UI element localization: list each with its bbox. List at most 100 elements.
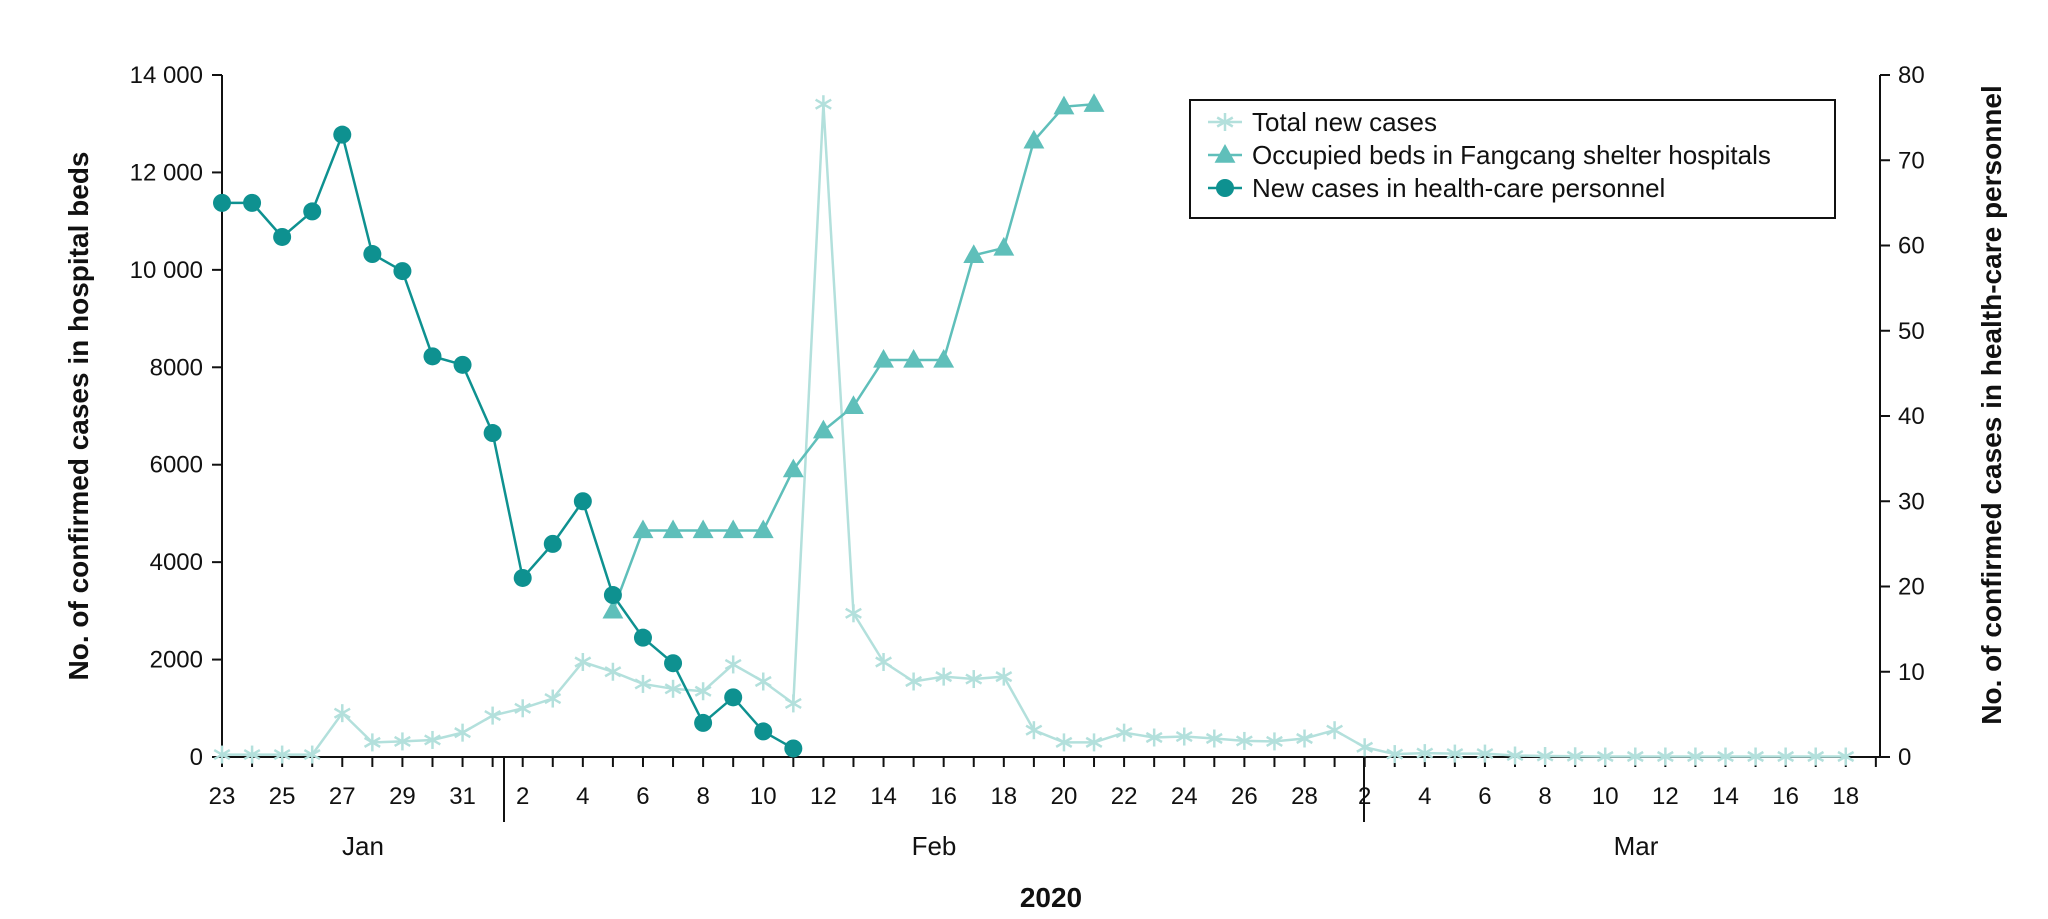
data-point [423, 347, 442, 366]
x-tick-label: 23 [209, 783, 236, 810]
data-point [933, 348, 955, 368]
data-point [1506, 746, 1524, 765]
data-point [1053, 95, 1075, 115]
x-tick-label: 10 [1592, 783, 1619, 810]
series-2 [213, 125, 803, 758]
x-tick-label: 26 [1231, 783, 1258, 810]
data-point [1656, 747, 1674, 766]
data-point [965, 670, 983, 689]
data-point [633, 628, 652, 647]
data-point [1566, 747, 1584, 766]
data-point [1747, 747, 1764, 766]
x-axis-title: 2020 [1020, 882, 1082, 913]
x-tick-label: 14 [1712, 783, 1739, 810]
data-point [1717, 747, 1734, 766]
legend-marker [1214, 144, 1236, 163]
x-tick-label: 20 [1051, 783, 1078, 810]
data-point [303, 202, 322, 221]
data-point [724, 655, 742, 674]
data-point [1687, 747, 1704, 766]
data-point [1326, 721, 1344, 740]
left-y-tick-label: 6000 [150, 452, 203, 479]
x-tick-label: 27 [329, 783, 356, 810]
x-tick-label: 29 [389, 783, 416, 810]
series-line [611, 102, 1095, 612]
data-point [993, 236, 1015, 256]
x-tick-label: 31 [449, 783, 476, 810]
data-point [273, 227, 292, 246]
data-point [1083, 93, 1105, 112]
x-tick-label: 12 [1652, 783, 1679, 810]
data-point [1023, 129, 1045, 149]
data-point [1115, 723, 1133, 742]
month-label-mar: Mar [1614, 831, 1659, 861]
data-point [754, 722, 773, 741]
x-tick-label: 16 [1772, 783, 1799, 810]
x-tick-label: 2 [516, 783, 529, 810]
x-tick-label: 22 [1111, 783, 1138, 810]
right-y-tick-label: 70 [1898, 147, 1925, 174]
data-point [544, 689, 562, 708]
x-tick-label: 16 [930, 783, 957, 810]
series-line [222, 130, 794, 750]
data-point [1356, 738, 1374, 757]
data-point [782, 458, 804, 478]
data-point [905, 672, 923, 691]
x-tick-label: 8 [696, 783, 709, 810]
x-tick-label: 18 [1832, 783, 1859, 810]
left-y-tick-label: 14 000 [130, 62, 203, 89]
data-point [843, 395, 864, 414]
data-point [1175, 727, 1193, 746]
x-tick-label: 10 [750, 783, 777, 810]
left-y-tick-label: 12 000 [130, 159, 203, 186]
right-y-tick-label: 30 [1898, 488, 1925, 515]
legend-label: Occupied beds in Fangcang shelter hospit… [1252, 140, 1771, 170]
data-point [1626, 747, 1644, 766]
month-label-jan: Jan [342, 831, 384, 861]
series [213, 93, 1855, 766]
data-point [424, 730, 441, 749]
left-y-tick-label: 0 [190, 744, 203, 771]
data-point [812, 419, 834, 439]
data-point [1025, 721, 1043, 740]
left-y-tick-label: 2000 [150, 647, 203, 674]
data-point [363, 245, 382, 264]
data-point [603, 586, 622, 605]
data-point [724, 688, 743, 707]
data-point [664, 679, 682, 698]
right-y-tick-label: 0 [1898, 744, 1911, 771]
data-point [694, 682, 712, 701]
data-point [333, 125, 352, 144]
x-tick-label: 14 [870, 783, 897, 810]
data-point [213, 193, 231, 212]
data-point [1807, 747, 1825, 766]
data-point [692, 519, 714, 539]
data-point [1205, 729, 1223, 748]
data-point [513, 568, 532, 587]
x-tick-label: 2 [1358, 783, 1371, 810]
legend-marker [1216, 179, 1234, 197]
data-point [484, 706, 502, 725]
data-point [1837, 747, 1855, 766]
data-point [514, 699, 532, 718]
x-tick-label: 6 [636, 783, 649, 810]
x-tick-label: 24 [1171, 783, 1198, 810]
data-point [1476, 744, 1494, 763]
data-point [1536, 747, 1554, 766]
data-point [935, 667, 953, 686]
data-point [845, 604, 862, 623]
data-point [664, 654, 683, 673]
x-tick-label: 4 [576, 783, 589, 810]
x-tick-label: 18 [990, 783, 1017, 810]
x-tick-label: 25 [269, 783, 296, 810]
x-tick-label: 28 [1291, 783, 1318, 810]
legend-label: New cases in health-care personnel [1252, 173, 1665, 203]
data-point [784, 694, 802, 713]
data-point [873, 348, 894, 368]
x-tick-label: 6 [1478, 783, 1491, 810]
data-point [995, 667, 1013, 686]
data-point [363, 733, 381, 752]
left-y-tick-label: 10 000 [130, 257, 203, 284]
right-y-tick-label: 50 [1898, 318, 1925, 345]
x-tick-label: 4 [1418, 783, 1431, 810]
